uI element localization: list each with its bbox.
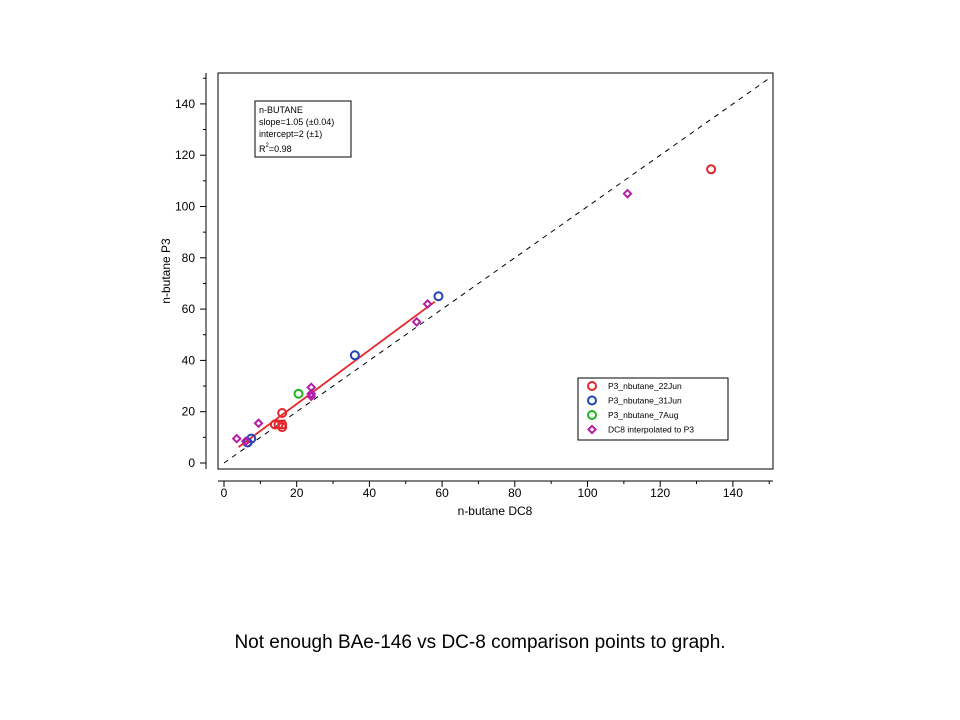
scatter-chart: 0 20 40 60 80 100 120 140 0 20 40 60 80 100 120 140 n-… — [159, 72, 774, 518]
identity-line — [223, 77, 770, 464]
data-point — [422, 298, 433, 309]
stats-r2-prefix: R — [259, 144, 266, 154]
regression-line — [238, 300, 436, 448]
legend-label: P3_nbutane_31Jun — [608, 396, 682, 406]
y-axis: 0 20 40 60 80 100 120 140 — [175, 73, 207, 470]
y-tick-label: 140 — [175, 97, 195, 111]
data-point — [240, 436, 251, 447]
fit-line — [238, 300, 436, 448]
legend-label: P3_nbutane_7Aug — [608, 410, 679, 420]
data-point — [306, 382, 317, 393]
legend-marker — [586, 424, 598, 435]
data-points — [231, 164, 717, 448]
legend-items: P3_nbutane_22Jun P3_nbutane_31Jun P3_nbuta… — [586, 381, 694, 435]
identity-dashed-line — [223, 77, 770, 464]
y-tick-label: 20 — [182, 405, 196, 419]
y-tick-label: 100 — [175, 200, 195, 214]
stats-slope: slope=1.05 (±0.04) — [259, 117, 334, 127]
legend: P3_nbutane_22Jun P3_nbutane_31Jun P3_nbuta… — [577, 377, 729, 441]
data-point — [349, 350, 360, 361]
stats-r2-suffix: =0.98 — [269, 144, 292, 154]
data-point — [231, 433, 242, 444]
data-point — [433, 291, 444, 302]
stats-box-frame — [254, 100, 352, 158]
x-tick-label: 40 — [363, 486, 377, 500]
legend-marker — [587, 381, 597, 391]
y-axis-title: n-butane P3 — [159, 238, 173, 304]
stats-box: n-BUTANE slope=1.05 (±0.04) intercept=2 … — [254, 100, 352, 158]
data-point — [622, 188, 633, 199]
data-point — [277, 419, 288, 430]
legend-label: P3_nbutane_22Jun — [608, 381, 682, 391]
x-tick-label: 100 — [577, 486, 597, 500]
data-point — [293, 388, 304, 399]
y-tick-label: 40 — [182, 353, 196, 367]
stats-title: n-BUTANE — [259, 105, 303, 115]
legend-marker — [587, 395, 597, 406]
x-tick-label: 20 — [290, 486, 304, 500]
x-tick-label: 80 — [508, 486, 522, 500]
x-tick-label: 120 — [650, 486, 670, 500]
x-tick-label: 0 — [221, 486, 228, 500]
y-tick-label: 0 — [188, 456, 195, 470]
data-point — [411, 316, 422, 327]
legend-frame — [577, 377, 729, 441]
caption-text: Not enough BAe-146 vs DC-8 comparison po… — [234, 632, 726, 653]
plot-frame — [217, 72, 774, 470]
stats-r2-sup: 2 — [266, 143, 270, 149]
x-axis: 0 20 40 60 80 100 120 140 — [218, 480, 773, 500]
y-tick-label: 120 — [175, 148, 195, 162]
x-axis-title: n-butane DC8 — [458, 504, 533, 518]
data-point — [277, 407, 288, 418]
y-tick-label: 80 — [182, 251, 196, 265]
legend-marker — [587, 410, 597, 420]
x-tick-label: 60 — [435, 486, 449, 500]
data-point — [253, 418, 264, 429]
x-tick-label: 140 — [723, 486, 743, 500]
stats-intercept: intercept=2 (±1) — [259, 129, 322, 139]
y-tick-label: 60 — [182, 302, 196, 316]
data-point — [706, 164, 717, 175]
data-point — [306, 388, 317, 399]
legend-label: DC8 interpolated to P3 — [608, 425, 694, 435]
stats-r2: R2=0.98 — [259, 143, 292, 154]
